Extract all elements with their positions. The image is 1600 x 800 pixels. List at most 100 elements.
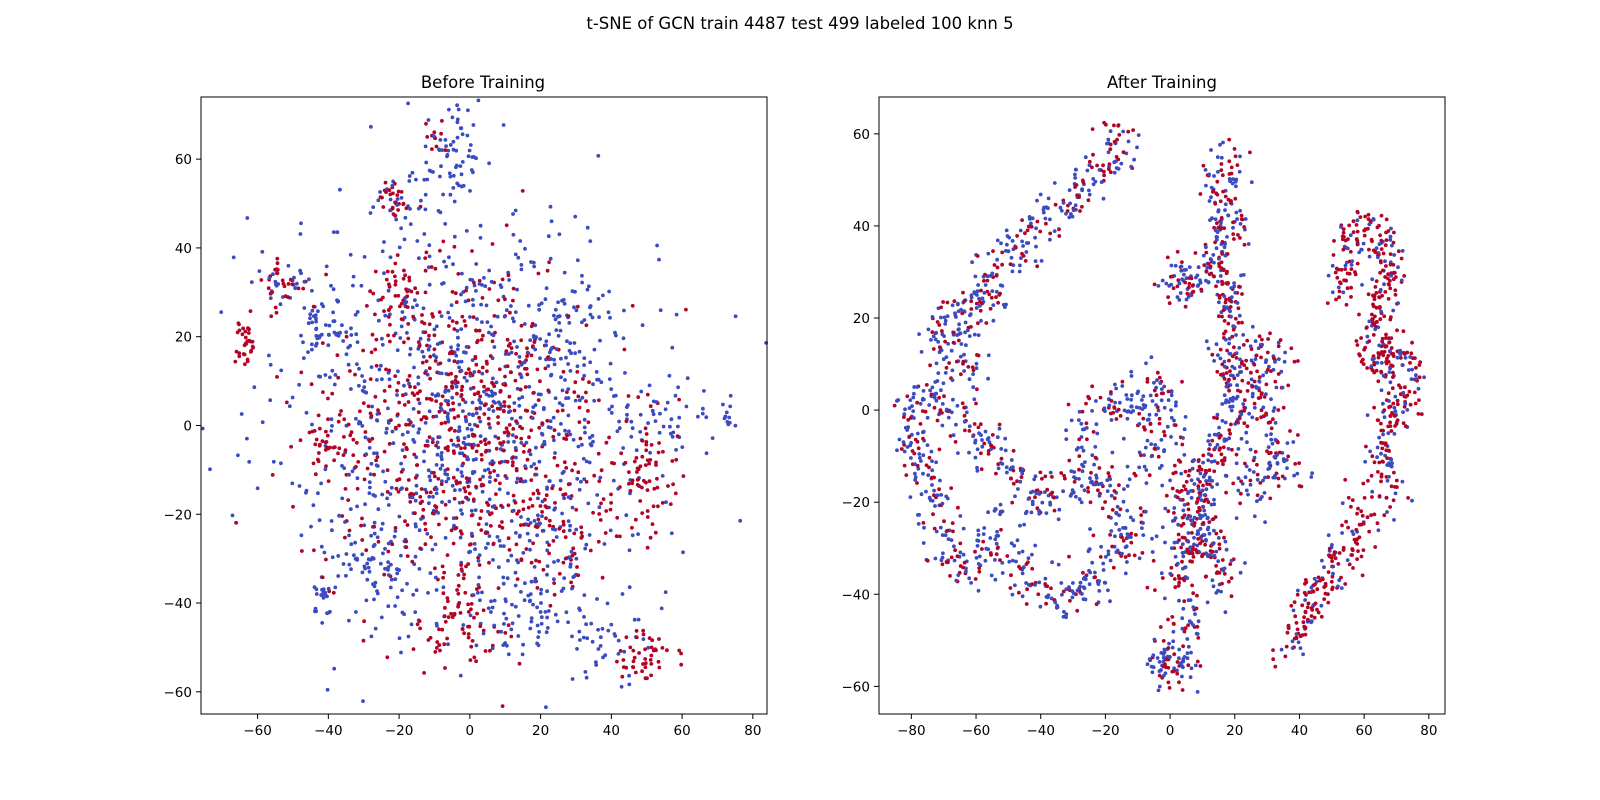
- scatter-point-class_b: [932, 493, 936, 498]
- scatter-point-class_b: [1166, 389, 1171, 394]
- scatter-point-class_b: [388, 339, 392, 344]
- scatter-point-class_a: [1071, 591, 1076, 596]
- scatter-point-class_a: [405, 430, 410, 435]
- scatter-point-class_b: [288, 277, 293, 282]
- scatter-point-class_b: [510, 463, 515, 468]
- scatter-point-class_b: [459, 567, 464, 572]
- scatter-point-class_a: [397, 636, 402, 641]
- scatter-point-class_b: [647, 461, 652, 466]
- scatter-point-class_b: [372, 472, 376, 477]
- scatter-point-class_b: [975, 353, 979, 357]
- scatter-point-class_b: [1220, 173, 1225, 178]
- scatter-point-class_b: [1222, 456, 1227, 460]
- scatter-point-class_a: [944, 407, 949, 412]
- scatter-point-class_a: [528, 626, 533, 631]
- scatter-point-class_b: [396, 189, 401, 194]
- scatter-point-class_a: [1017, 269, 1022, 274]
- scatter-point-class_a: [414, 177, 418, 182]
- scatter-point-class_a: [427, 254, 432, 259]
- scatter-point-class_a: [1183, 415, 1188, 419]
- scatter-point-class_b: [552, 428, 557, 432]
- scatter-point-class_b: [1198, 664, 1203, 668]
- scatter-point-class_b: [241, 326, 246, 331]
- scatter-point-class_a: [577, 398, 582, 403]
- scatter-point-class_a: [1192, 482, 1197, 486]
- scatter-point-class_b: [462, 486, 467, 490]
- scatter-point-class_a: [451, 147, 456, 152]
- scatter-point-class_a: [1154, 403, 1158, 407]
- scatter-point-class_b: [570, 553, 575, 558]
- scatter-point-class_a: [536, 496, 540, 501]
- scatter-point-class_a: [1406, 368, 1411, 372]
- scatter-point-class_b: [1240, 320, 1244, 325]
- scatter-point-class_b: [654, 648, 658, 653]
- scatter-point-class_a: [1190, 518, 1195, 523]
- scatter-point-class_b: [578, 436, 583, 441]
- scatter-point-class_a: [1215, 433, 1219, 437]
- scatter-point-class_a: [1201, 504, 1205, 509]
- scatter-point-class_a: [1291, 440, 1296, 444]
- scatter-point-class_a: [1205, 552, 1210, 557]
- scatter-point-class_b: [498, 441, 502, 446]
- scatter-point-class_a: [1016, 487, 1020, 491]
- scatter-point-class_a: [446, 419, 451, 424]
- before-training-x-axis: −60 −40 −20 0 20 40 60 80: [243, 714, 761, 739]
- scatter-point-class_b: [1198, 192, 1203, 196]
- scatter-point-class_b: [1392, 230, 1396, 235]
- scatter-point-class_b: [404, 487, 409, 492]
- scatter-point-class_a: [1379, 451, 1383, 456]
- scatter-point-class_b: [1229, 576, 1234, 580]
- scatter-point-class_b: [955, 554, 960, 559]
- scatter-point-class_a: [974, 366, 979, 371]
- scatter-point-class_b: [1052, 508, 1057, 513]
- scatter-point-class_a: [299, 271, 303, 276]
- scatter-point-class_a: [1280, 385, 1285, 390]
- scatter-point-class_b: [573, 380, 578, 385]
- scatter-point-class_b: [1286, 454, 1291, 459]
- scatter-point-class_a: [363, 502, 367, 507]
- scatter-point-class_a: [268, 362, 273, 367]
- scatter-point-class_b: [268, 291, 273, 296]
- scatter-point-class_a: [441, 585, 446, 590]
- scatter-point-class_a: [490, 393, 495, 398]
- scatter-point-class_a: [726, 422, 731, 427]
- scatter-point-class_a: [414, 455, 419, 460]
- scatter-point-class_b: [574, 507, 579, 512]
- scatter-point-class_b: [455, 391, 459, 396]
- scatter-point-class_b: [632, 459, 637, 464]
- scatter-point-class_b: [466, 484, 471, 489]
- scatter-point-class_a: [489, 599, 493, 604]
- scatter-point-class_b: [466, 367, 471, 372]
- scatter-point-class_a: [290, 481, 295, 486]
- scatter-point-class_a: [529, 616, 534, 620]
- scatter-point-class_b: [1221, 189, 1225, 194]
- scatter-point-class_a: [395, 393, 399, 397]
- scatter-point-class_a: [980, 444, 985, 449]
- scatter-point-class_b: [545, 418, 550, 423]
- scatter-point-class_a: [1103, 555, 1108, 559]
- scatter-point-class_a: [386, 573, 391, 577]
- scatter-point-class_a: [503, 352, 508, 356]
- scatter-point-class_a: [915, 385, 920, 389]
- scatter-point-class_b: [1164, 493, 1169, 498]
- scatter-point-class_b: [453, 526, 458, 531]
- scatter-point-class_b: [621, 658, 626, 662]
- scatter-point-class_b: [431, 414, 436, 419]
- scatter-point-class_a: [622, 649, 627, 654]
- scatter-point-class_b: [383, 180, 388, 185]
- scatter-point-class_a: [410, 305, 415, 310]
- scatter-point-class_a: [509, 553, 514, 558]
- scatter-point-class_b: [1236, 233, 1240, 237]
- scatter-point-class_b: [432, 347, 437, 352]
- scatter-point-class_a: [487, 268, 492, 273]
- scatter-point-class_b: [1303, 578, 1308, 582]
- scatter-point-class_a: [934, 460, 938, 465]
- scatter-point-class_b: [921, 521, 926, 525]
- scatter-point-class_a: [1279, 369, 1284, 374]
- scatter-point-class_a: [1046, 196, 1051, 201]
- scatter-point-class_b: [943, 339, 947, 344]
- scatter-point-class_b: [565, 390, 569, 394]
- scatter-point-class_a: [219, 310, 224, 314]
- scatter-point-class_b: [684, 307, 688, 312]
- scatter-point-class_a: [1026, 497, 1031, 501]
